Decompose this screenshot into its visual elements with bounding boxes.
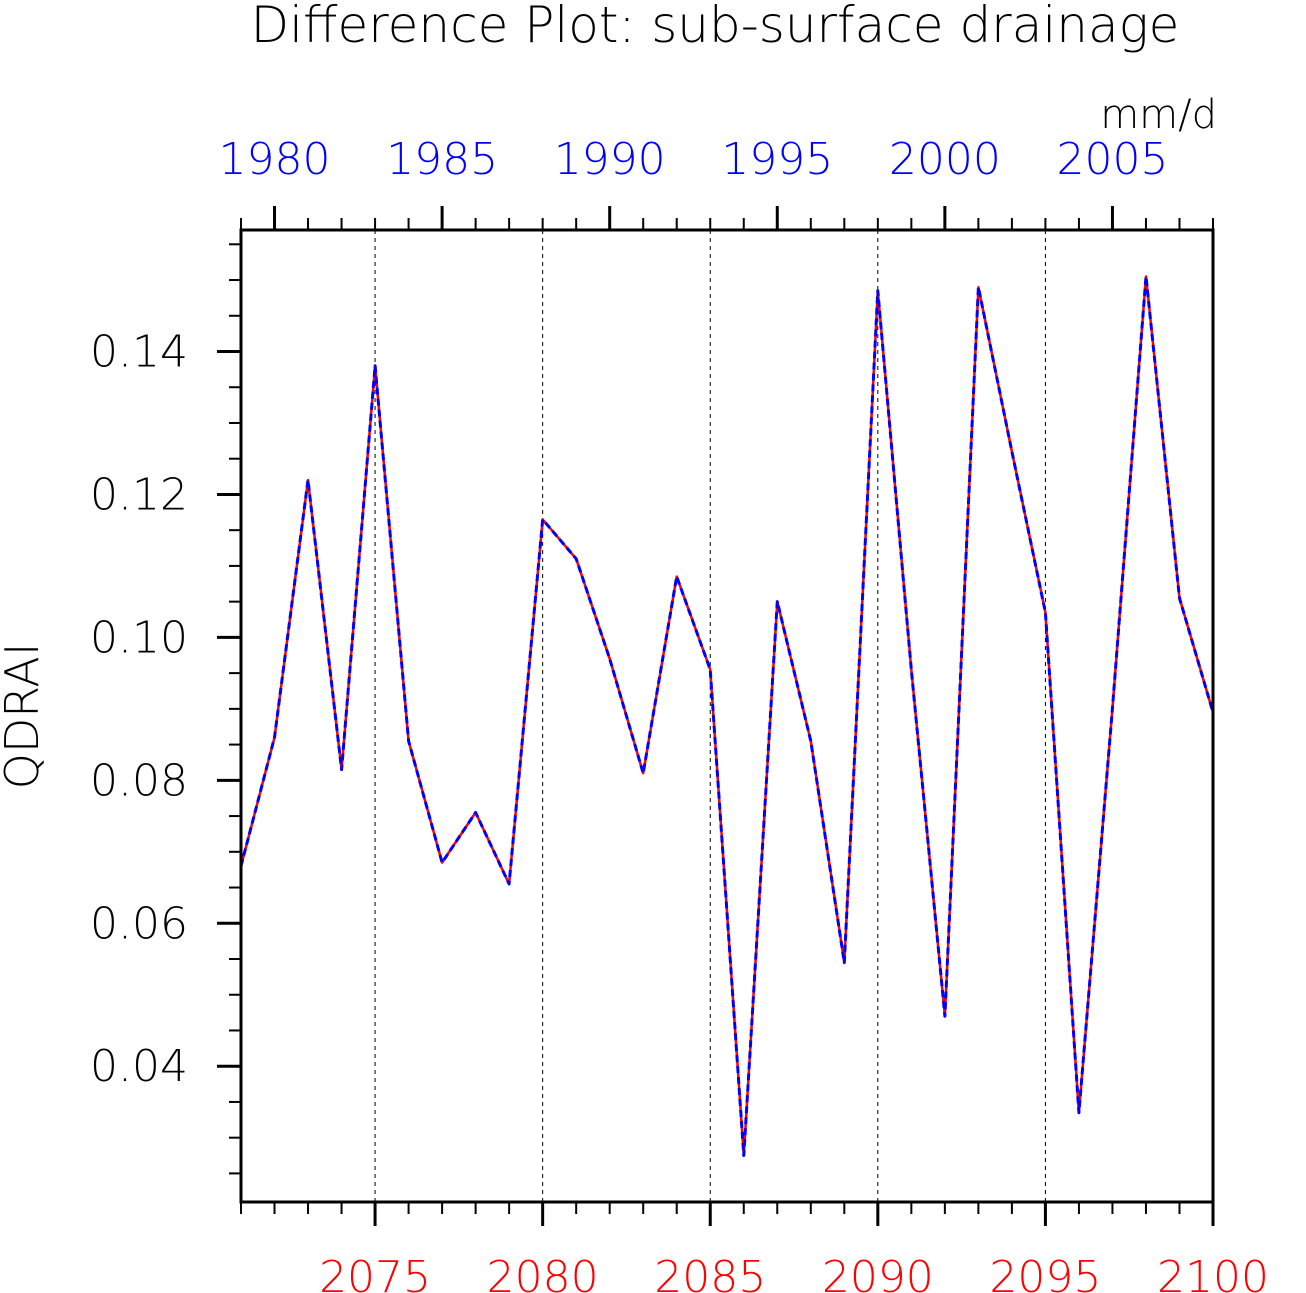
x-top-tick-label-1985: 1985 (386, 134, 498, 185)
x-bottom-tick-label-2080: 2080 (487, 1252, 599, 1293)
y-tick-label-0.08: 0.08 (90, 755, 188, 806)
series-line-solid (239, 275, 1215, 1157)
x-top-tick-label-1995: 1995 (721, 134, 833, 185)
plot-frame (239, 228, 1215, 1204)
x-bottom-tick-label-2090: 2090 (822, 1252, 934, 1293)
x-bottom-tick-label-2075: 2075 (319, 1252, 431, 1293)
y-axis-title: QDRAI (0, 643, 49, 790)
x-top-tick-label-2000: 2000 (889, 134, 1001, 185)
series-layer (239, 275, 1215, 1157)
tick-labels: 2075 2080 2085 2090 2095 2100 1980 1985 1990 1995… (90, 134, 1269, 1293)
chart-title: Difference Plot: sub-surface drainage (251, 0, 1180, 54)
x-bottom-tick-label-2100: 2100 (1157, 1252, 1269, 1293)
y-tick-label-0.04: 0.04 (90, 1041, 188, 1092)
x-top-tick-label-1980: 1980 (219, 134, 331, 185)
y-tick-label-0.06: 0.06 (90, 898, 188, 949)
x-top-tick-label-2005: 2005 (1056, 134, 1168, 185)
vertical-grid-lines (374, 230, 1046, 1202)
y-tick-label-0.14: 0.14 (90, 327, 188, 378)
x-top-tick-label-1990: 1990 (554, 134, 666, 185)
major-ticks (217, 206, 1215, 1226)
y-tick-label-0.12: 0.12 (90, 469, 188, 520)
x-bottom-tick-label-2095: 2095 (989, 1252, 1101, 1293)
series-line-dashed (239, 275, 1215, 1157)
x-bottom-tick-label-2085: 2085 (654, 1252, 766, 1293)
y-tick-label-0.10: 0.10 (90, 612, 188, 663)
units-label: mm/d (1100, 92, 1217, 138)
